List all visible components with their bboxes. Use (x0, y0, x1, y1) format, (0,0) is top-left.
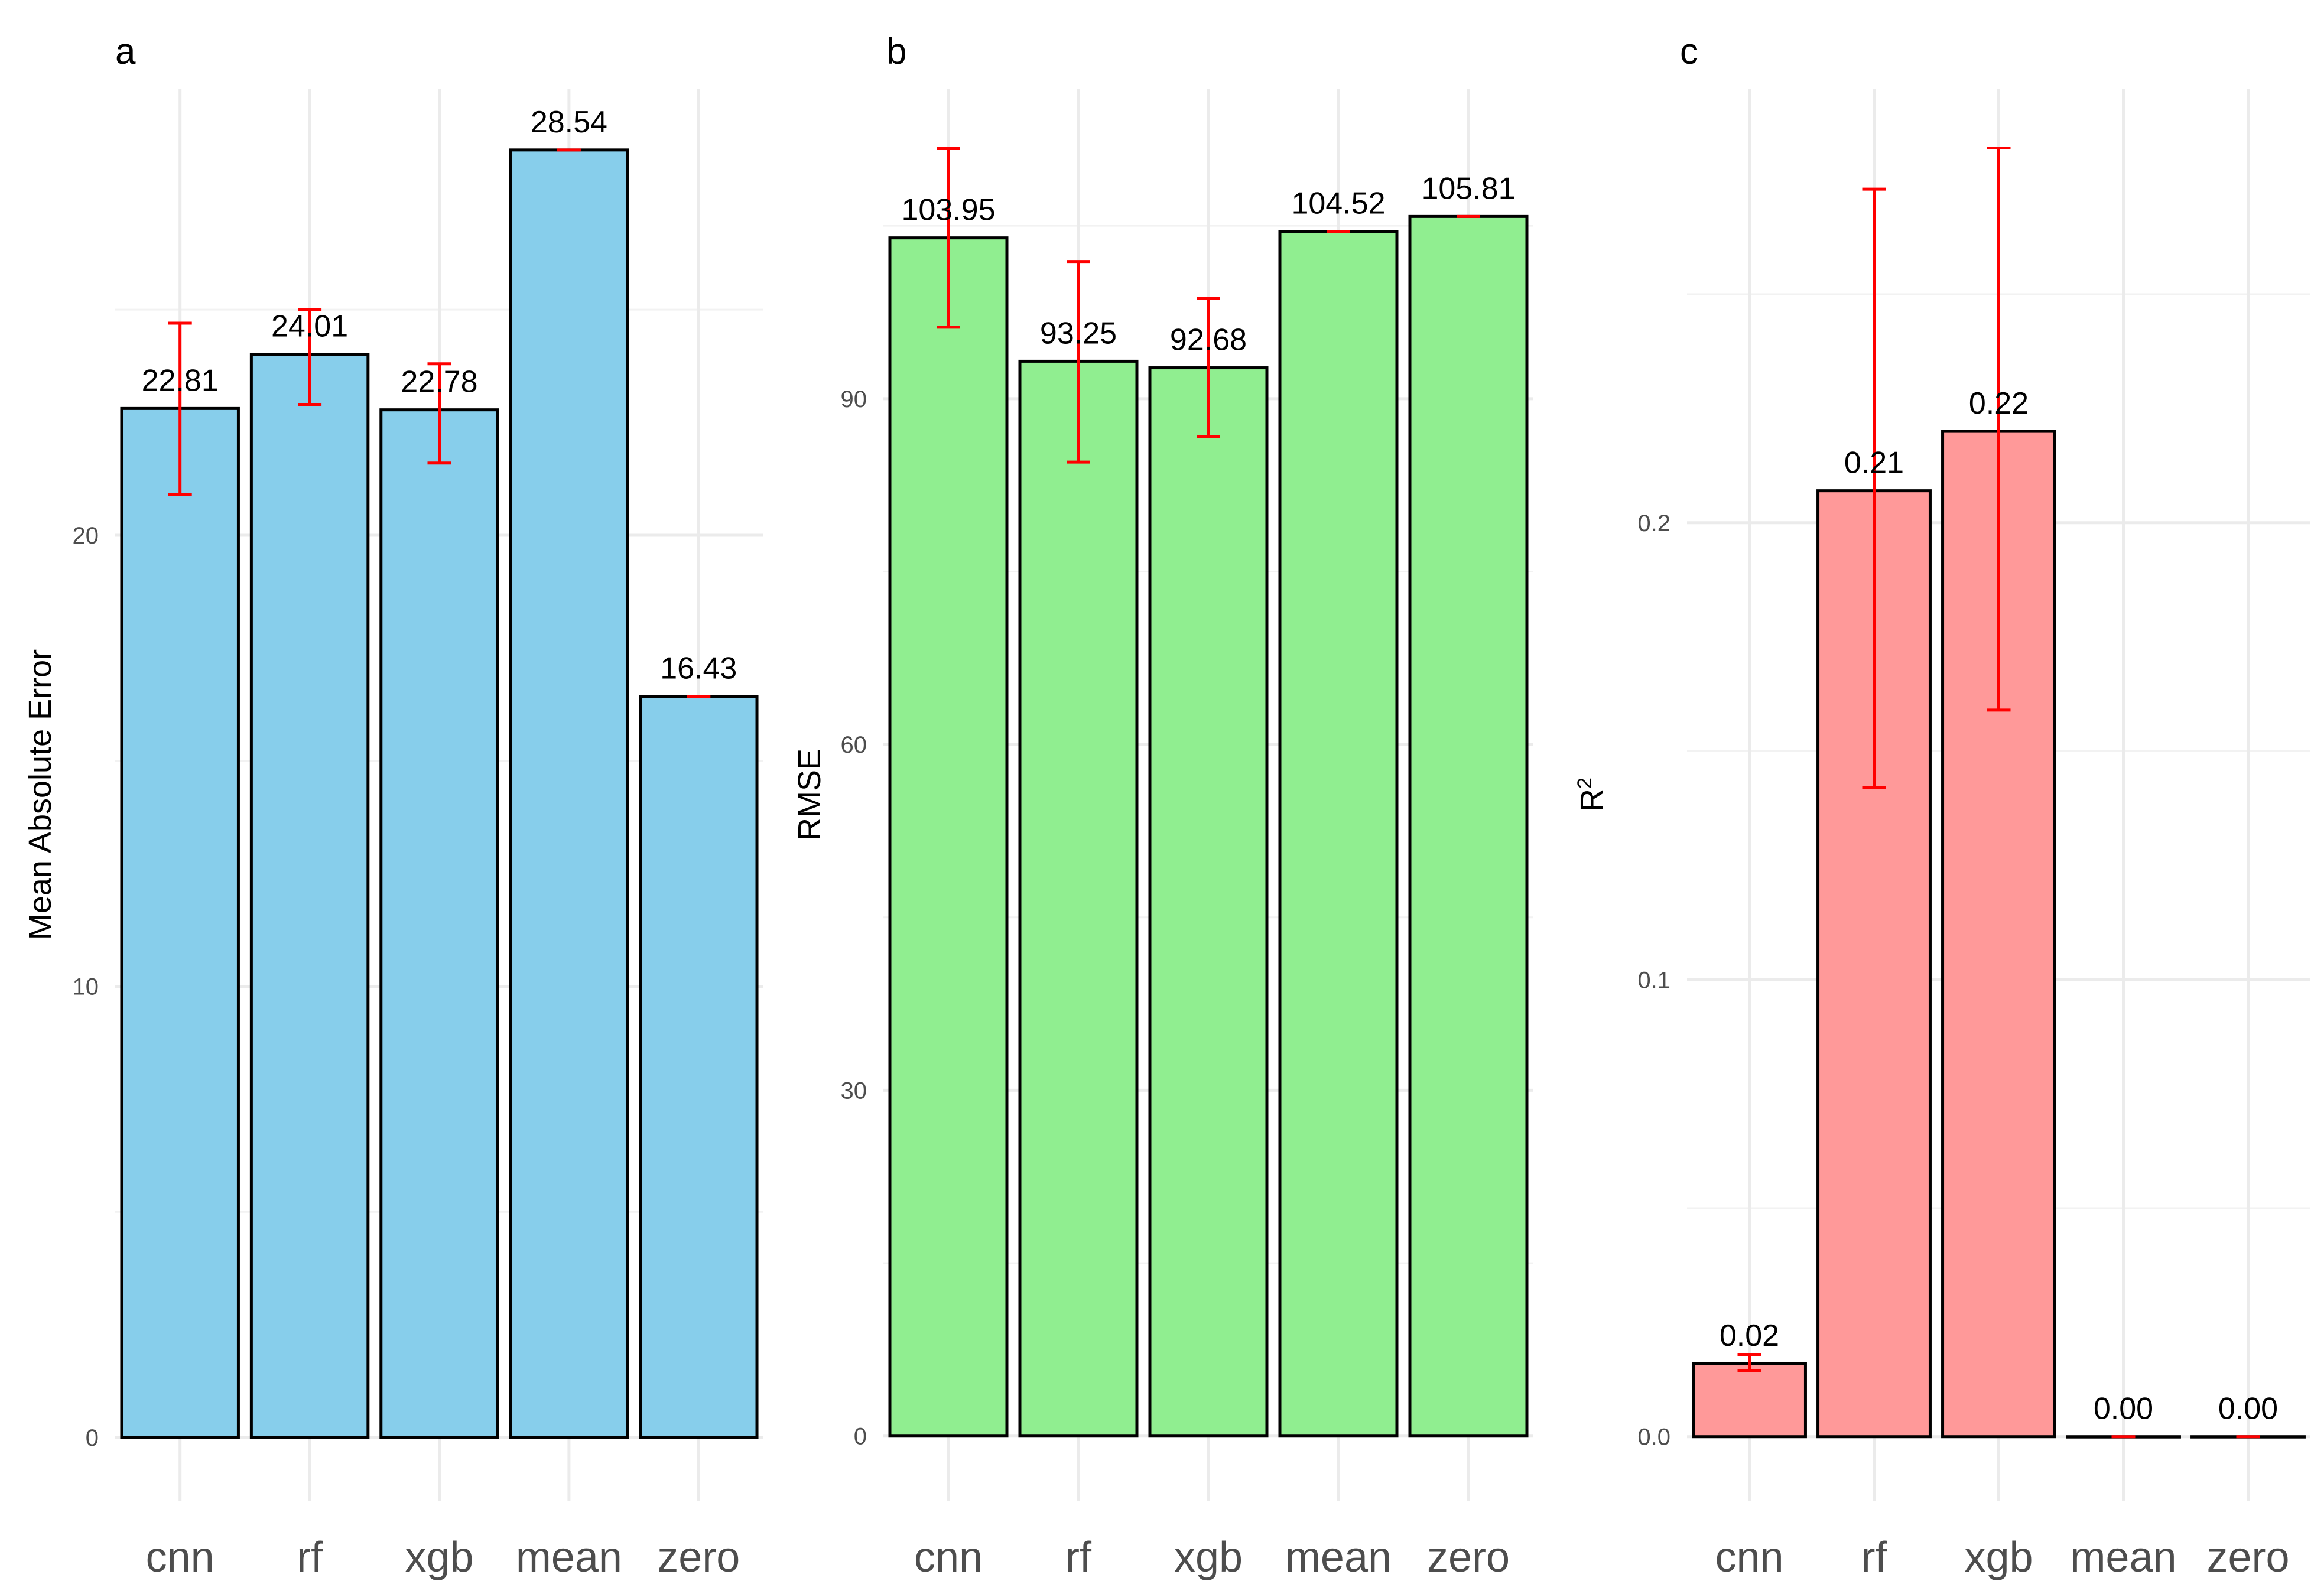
x-tick-label-zero: zero (657, 1534, 740, 1581)
x-tick-label-cnn: cnn (914, 1534, 983, 1581)
x-tick-label-mean: mean (516, 1534, 622, 1581)
bar-mean (509, 148, 629, 1439)
bar-xgb (379, 408, 499, 1439)
bar-zero (639, 695, 759, 1439)
y-tick-label: 0.1 (1637, 967, 1670, 993)
x-tick-label-mean: mean (2070, 1534, 2176, 1581)
bar-cnn (1692, 1362, 1807, 1439)
data-label-xgb: 92.68 (1170, 323, 1247, 357)
bar-zero (1408, 214, 1529, 1438)
data-label-mean: 104.52 (1291, 187, 1385, 221)
panel-c: 0.02 0.21 0.22 0.00 0.00 0.0 0.1 0.2 cnn rf xgb mea… (1574, 31, 2310, 1581)
data-label-xgb: 22.78 (401, 365, 477, 399)
y-tick-label: 0 (854, 1424, 867, 1450)
error-bar-xgb (1987, 147, 2011, 712)
y-tick-label: 20 (73, 523, 99, 549)
x-tick-label-cnn: cnn (146, 1534, 214, 1581)
error-bar-cnn (937, 147, 960, 329)
y-axis-label: RMSE (792, 749, 827, 841)
panel-label-b: b (886, 31, 906, 72)
y-axis-label: Mean Absolute Error (22, 649, 58, 940)
x-tick-label-mean: mean (1285, 1534, 1392, 1581)
error-bar-rf (1067, 260, 1090, 464)
panel-label-c: c (1680, 31, 1698, 72)
bar-cnn (120, 406, 240, 1439)
data-label-mean: 0.00 (2094, 1392, 2153, 1426)
x-tick-label-xgb: xgb (405, 1534, 473, 1581)
data-label-rf: 24.01 (271, 310, 348, 344)
data-label-mean: 28.54 (531, 105, 607, 139)
data-label-cnn: 103.95 (901, 193, 995, 227)
data-label-cnn: 0.02 (1720, 1319, 1779, 1353)
x-tick-label-rf: rf (297, 1534, 323, 1581)
bar-rf (1018, 359, 1139, 1438)
data-label-zero: 0.00 (2218, 1392, 2278, 1426)
error-bar-cnn (168, 321, 192, 496)
x-tick-label-zero: zero (2206, 1534, 2289, 1581)
y-tick-label: 0.2 (1637, 510, 1670, 536)
x-tick-label-rf: rf (1861, 1534, 1888, 1581)
y-tick-label: 0.0 (1637, 1424, 1670, 1450)
x-tick-label-zero: zero (1427, 1534, 1510, 1581)
x-tick-label-xgb: xgb (1174, 1534, 1243, 1581)
bar-mean (1278, 230, 1399, 1438)
panel-b: 103.95 93.25 92.68 104.52 105.81 0 30 60 90 cnn rf… (792, 31, 1533, 1581)
y-tick-label: 30 (841, 1078, 867, 1104)
data-label-xgb: 0.22 (1969, 386, 2029, 421)
panel-label-a: a (115, 31, 136, 72)
data-label-zero: 105.81 (1421, 171, 1515, 206)
y-tick-label: 90 (841, 386, 867, 412)
y-tick-label: 0 (86, 1425, 99, 1451)
x-tick-label-rf: rf (1065, 1534, 1092, 1581)
x-tick-label-cnn: cnn (1715, 1534, 1783, 1581)
panel-a: 22.81 24.01 22.78 28.54 16.43 0 10 20 cnn rf xgb me… (22, 31, 763, 1581)
bar-rf (249, 353, 370, 1439)
y-tick-label: 10 (73, 974, 99, 1000)
data-label-cnn: 22.81 (142, 363, 219, 398)
data-label-rf: 93.25 (1040, 316, 1117, 350)
error-bar-cnn (1737, 1352, 1761, 1372)
y-tick-label: 60 (841, 732, 867, 758)
x-tick-label-xgb: xgb (1964, 1534, 2033, 1581)
data-label-rf: 0.21 (1844, 446, 1904, 480)
error-bar-xgb (1197, 297, 1220, 438)
error-bar-rf (1862, 187, 1886, 789)
error-bar-xgb (427, 362, 451, 465)
data-label-zero: 16.43 (660, 652, 737, 686)
bar-cnn (888, 236, 1009, 1438)
error-bar-rf (298, 308, 322, 406)
bar-xgb (1148, 366, 1269, 1438)
